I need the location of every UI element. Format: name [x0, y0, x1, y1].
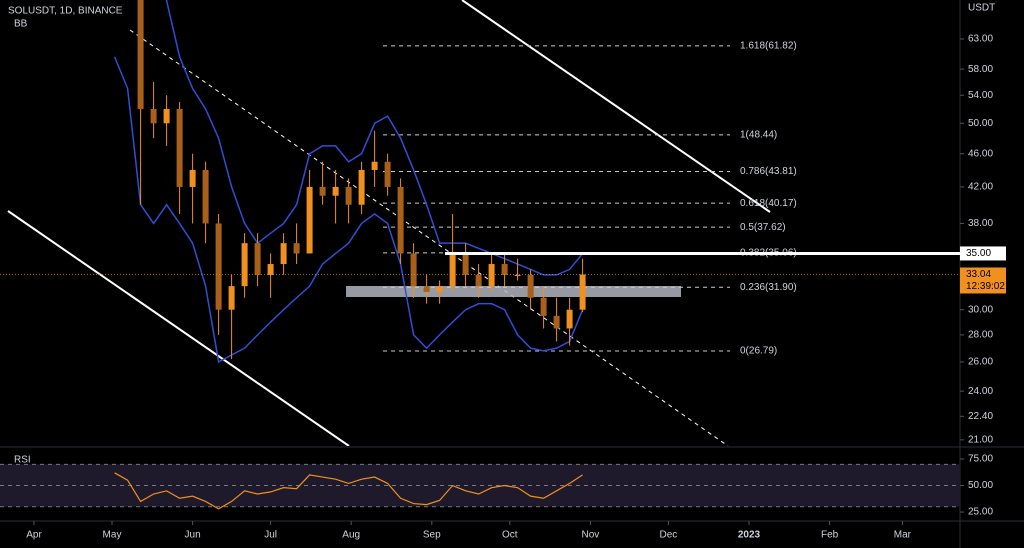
candle-body: [501, 264, 508, 275]
indicator-label: BB: [14, 19, 28, 30]
fib-label: 1.618(61.82): [740, 41, 797, 52]
fib-label: 0.5(37.62): [740, 222, 786, 233]
y-tick-label: 46.00: [968, 148, 993, 159]
rsi-tick-label: 50.00: [968, 480, 993, 491]
candle-body: [371, 161, 378, 170]
candle-body: [423, 286, 430, 292]
fib-label: 1(48.44): [740, 130, 777, 141]
candle-body: [436, 286, 443, 292]
candle-body: [384, 161, 391, 187]
x-tick-label: Sep: [423, 530, 441, 541]
candle-body: [397, 186, 404, 254]
candle-body: [358, 169, 365, 205]
last-price-box: [960, 267, 1006, 294]
candle-body: [150, 108, 157, 124]
candle-body: [176, 108, 183, 187]
fib-label: 0(26.79): [740, 346, 777, 357]
dashed-trend: [129, 29, 729, 446]
candle-body: [215, 223, 222, 310]
candle-body: [566, 309, 573, 329]
candle-body: [254, 243, 261, 275]
y-tick-label: 26.00: [968, 357, 993, 368]
rsi-tick-label: 25.00: [968, 507, 993, 518]
candle-body: [228, 286, 235, 310]
h-line-label: 35.00: [966, 248, 991, 259]
y-tick-label: 42.00: [968, 182, 993, 193]
rsi-pane: [0, 463, 960, 510]
candle-body: [553, 315, 560, 329]
bb-lower: [113, 56, 584, 364]
y-tick-label: 63.00: [968, 34, 993, 45]
y-tick-label: 30.00: [968, 304, 993, 315]
candle-body: [189, 169, 196, 187]
x-tick-label: Jul: [264, 530, 277, 541]
candle-body: [488, 264, 495, 287]
trend-line: [461, 0, 771, 213]
y-tick-label: 38.00: [968, 218, 993, 229]
symbol-title: SOLUSDT, 1D, BINANCE: [8, 6, 123, 17]
price-pane: 1.618(61.82) 1(48.44) 0.786(43.81) 0.618(40…: [0, 0, 960, 364]
candle-body: [332, 186, 339, 196]
candle-body: [241, 243, 248, 287]
x-tick-label: Aug: [342, 530, 360, 541]
y-tick-label: 28.00: [968, 330, 993, 341]
y-tick-label: 24.00: [968, 386, 993, 397]
candle-body: [514, 274, 521, 276]
candle-body: [540, 297, 547, 316]
x-tick-label: Feb: [821, 530, 839, 541]
currency: USDT: [968, 3, 995, 14]
rsi-line: [114, 472, 583, 510]
candle-body: [462, 253, 469, 275]
candle-body: [345, 186, 352, 205]
x-tick-label: Mar: [894, 530, 912, 541]
candle-body: [475, 274, 482, 287]
y-tick-label: 21.00: [968, 435, 993, 446]
drawings: [7, 0, 771, 446]
candle-body: [137, 0, 144, 109]
fib-label: 0.618(40.17): [740, 198, 797, 209]
candle-body: [410, 253, 417, 287]
candle-body: [163, 108, 170, 124]
overlay: 63.00 58.00 54.00 50.00 46.00 42.00 38.00 30.00…: [26, 34, 1006, 541]
y-tick-label: 22.40: [968, 411, 993, 422]
candle-body: [280, 243, 287, 265]
candle-body: [293, 243, 300, 254]
fib-label: 0.236(31.90): [740, 282, 797, 293]
x-tick-label: 2023: [738, 530, 761, 541]
countdown: 12:39:02: [966, 281, 1005, 292]
x-tick-label: Dec: [660, 530, 678, 541]
x-tick-label: Nov: [582, 530, 600, 541]
candle-body: [579, 274, 586, 310]
candle-body: [202, 169, 209, 224]
y-tick-label: 50.00: [968, 118, 993, 129]
rsi-tick-label: 75.00: [968, 454, 993, 465]
y-tick-label: 58.00: [968, 64, 993, 75]
rsi-label: RSI: [14, 455, 31, 466]
candle-body: [319, 186, 326, 196]
candle-body: [527, 274, 534, 298]
x-tick-label: Jun: [185, 530, 201, 541]
h-line-box: [960, 246, 1006, 261]
candle-body: [306, 186, 313, 254]
zone: [346, 286, 681, 297]
fib-label: 0.786(43.81): [740, 166, 797, 177]
x-tick-label: Oct: [502, 530, 518, 541]
trend-line: [7, 210, 350, 446]
y-tick-label: 54.00: [968, 90, 993, 101]
x-tick-label: Apr: [26, 530, 42, 541]
last-price-label: 33.04: [966, 269, 991, 280]
candle-body: [267, 264, 274, 275]
x-tick-label: May: [103, 530, 122, 541]
candle-body: [449, 253, 456, 287]
